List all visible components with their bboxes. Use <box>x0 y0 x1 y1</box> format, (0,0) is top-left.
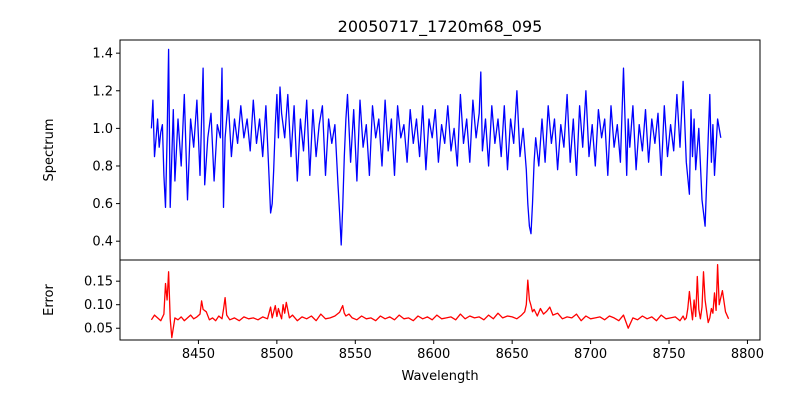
x-tick-label: 8650 <box>496 347 529 362</box>
error-axis-label: Error <box>42 284 57 316</box>
x-tick-label: 8750 <box>652 347 685 362</box>
spectrum-y-tick-label: 0.4 <box>92 235 113 250</box>
spectrum-series-line <box>150 48 722 246</box>
spectrum-y-tick-label: 0.8 <box>92 159 113 174</box>
spectrum-y-tick-label: 1.4 <box>92 47 113 62</box>
x-tick-label: 8450 <box>182 347 215 362</box>
wavelength-axis-label: Wavelength <box>401 369 478 384</box>
chart-title: 20050717_1720m68_095 <box>338 17 543 37</box>
spectrum-y-tick-label: 1.2 <box>92 84 113 99</box>
x-tick-label: 8550 <box>339 347 372 362</box>
error-y-tick-label: 0.15 <box>84 275 113 290</box>
spectrum-y-tick-label: 0.6 <box>92 197 113 212</box>
spectrum-y-tick-label: 1.0 <box>92 122 113 137</box>
x-tick-label: 8600 <box>417 347 450 362</box>
error-panel: Error 0.05 0.10 0.15 8450 8500 8550 8600 8650 87… <box>42 259 764 362</box>
error-series-line <box>150 264 730 339</box>
error-y-tick-label: 0.10 <box>84 298 113 313</box>
spectrum-axis-label: Spectrum <box>42 119 57 182</box>
spectrum-panel: Spectrum 0.4 0.6 0.8 1.0 1.2 1.4 <box>42 39 761 261</box>
error-y-tick-label: 0.05 <box>84 322 113 337</box>
x-tick-label: 8800 <box>731 347 764 362</box>
x-tick-label: 8500 <box>260 347 293 362</box>
x-tick-label: 8700 <box>574 347 607 362</box>
error-axes-frame <box>119 259 761 341</box>
